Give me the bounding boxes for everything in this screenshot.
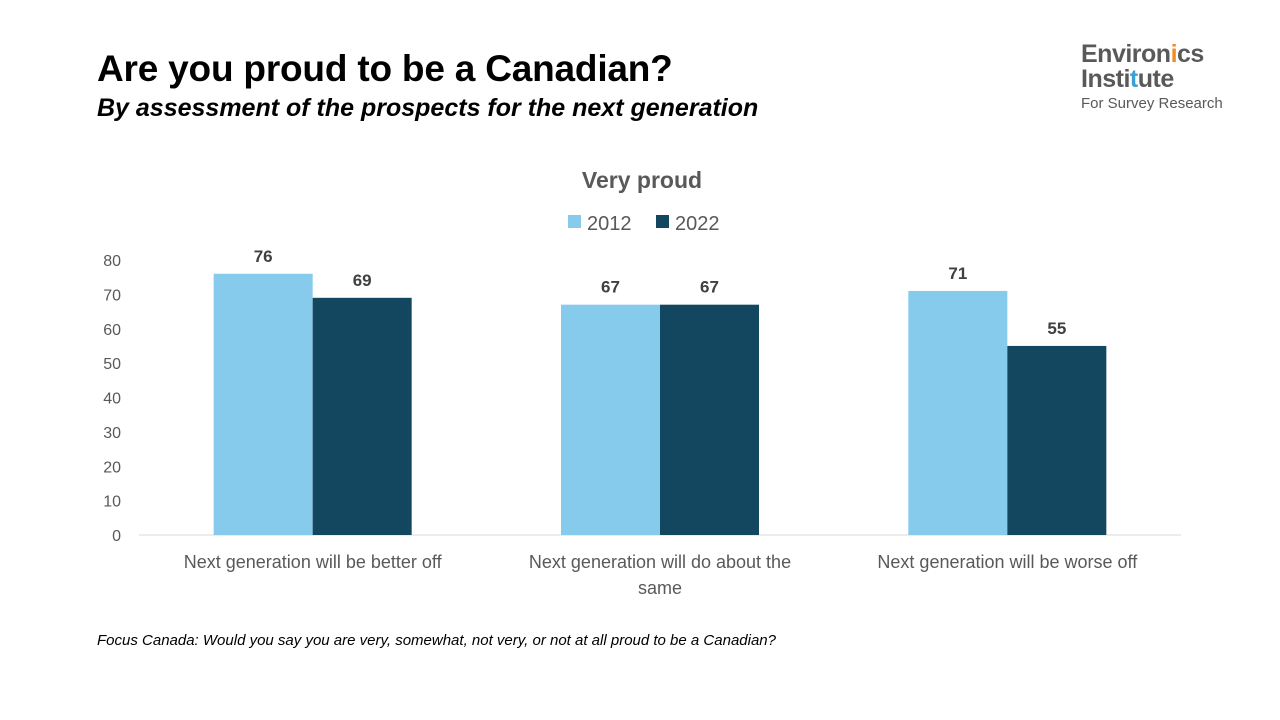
y-tick-label: 60 bbox=[103, 322, 121, 339]
y-tick-label: 40 bbox=[103, 391, 121, 408]
chart-title: Very proud bbox=[582, 167, 702, 193]
y-tick-label: 80 bbox=[103, 253, 121, 270]
legend-swatch-2012 bbox=[568, 215, 581, 228]
environics-logo: Environics Institute For Survey Research bbox=[1081, 40, 1223, 112]
category-label: Next generation will be worse off bbox=[877, 552, 1138, 572]
bar-2022-1 bbox=[312, 297, 412, 535]
page-title: Are you proud to be a Canadian? bbox=[97, 48, 673, 89]
footnote: Focus Canada: Would you say you are very… bbox=[97, 632, 776, 649]
data-label: 55 bbox=[1047, 319, 1066, 338]
category-label: Next generation will do about the bbox=[529, 552, 791, 572]
data-label: 67 bbox=[601, 278, 620, 297]
y-tick-label: 30 bbox=[103, 425, 121, 442]
data-label: 76 bbox=[254, 247, 273, 266]
page-subtitle: By assessment of the prospects for the n… bbox=[97, 94, 759, 122]
logo-line-3: For Survey Research bbox=[1081, 95, 1223, 112]
y-tick-label: 10 bbox=[103, 494, 121, 511]
legend-swatch-2022 bbox=[656, 215, 669, 228]
legend-label-2022: 2022 bbox=[675, 213, 720, 235]
data-label: 67 bbox=[700, 278, 719, 297]
y-tick-label: 0 bbox=[112, 528, 121, 545]
legend: 2012 2022 bbox=[568, 213, 720, 235]
logo-line-1: Environics bbox=[1081, 40, 1204, 68]
bar-2012-2 bbox=[561, 304, 660, 535]
bar-2022-2 bbox=[660, 304, 759, 535]
y-tick-label: 20 bbox=[103, 459, 121, 476]
logo-line-2: Institute bbox=[1081, 65, 1174, 93]
y-tick-label: 70 bbox=[103, 287, 121, 304]
y-axis: 0 10 20 30 40 50 60 70 80 bbox=[103, 253, 121, 545]
x-axis-categories: Next generation will be better off Next g… bbox=[184, 552, 1138, 598]
category-label: Next generation will be better off bbox=[184, 552, 443, 572]
y-tick-label: 50 bbox=[103, 356, 121, 373]
bar-2022-3 bbox=[1007, 345, 1107, 535]
legend-label-2012: 2012 bbox=[587, 213, 632, 235]
bars bbox=[213, 273, 1107, 535]
data-label: 69 bbox=[353, 271, 372, 290]
bar-2012-1 bbox=[213, 273, 313, 535]
bar-2012-3 bbox=[908, 290, 1008, 535]
data-labels: 76 69 67 67 71 55 bbox=[254, 247, 1067, 338]
category-label: same bbox=[638, 578, 682, 598]
data-label: 71 bbox=[948, 264, 967, 283]
